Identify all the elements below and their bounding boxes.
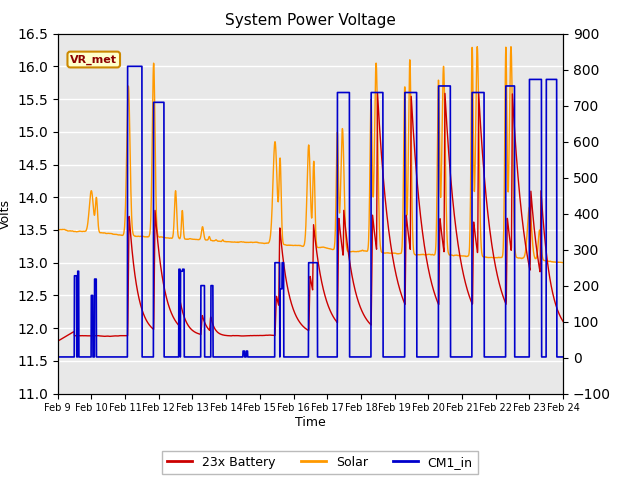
CM1_in [124, 63, 131, 69]
23x Battery [324, 304, 332, 310]
Solar [515, 255, 522, 261]
Solar [559, 260, 567, 265]
CM1_in [529, 76, 536, 82]
CM1_in [54, 354, 61, 360]
Solar [457, 253, 465, 259]
Line: Solar: Solar [58, 47, 563, 263]
CM1_in [195, 354, 203, 360]
Text: VR_met: VR_met [70, 54, 117, 65]
Solar [529, 242, 536, 248]
Legend: 23x Battery, Solar, CM1_in: 23x Battery, Solar, CM1_in [163, 451, 477, 474]
CM1_in [559, 354, 567, 360]
CM1_in [457, 354, 465, 360]
Solar [324, 246, 332, 252]
Solar [474, 44, 481, 49]
23x Battery [54, 338, 61, 344]
Line: CM1_in: CM1_in [58, 66, 563, 357]
23x Battery [559, 319, 567, 324]
Line: 23x Battery: 23x Battery [58, 93, 563, 341]
23x Battery [195, 331, 202, 336]
Solar [54, 227, 61, 233]
23x Battery [457, 260, 465, 266]
Title: System Power Voltage: System Power Voltage [225, 13, 396, 28]
Solar [195, 237, 202, 242]
23x Battery [515, 181, 522, 187]
Y-axis label: Volts: Volts [0, 199, 12, 228]
CM1_in [336, 90, 344, 96]
23x Battery [374, 90, 381, 96]
X-axis label: Time: Time [295, 416, 326, 429]
CM1_in [325, 354, 333, 360]
Solar [336, 210, 344, 216]
23x Battery [336, 223, 344, 228]
CM1_in [515, 354, 522, 360]
23x Battery [529, 211, 536, 216]
